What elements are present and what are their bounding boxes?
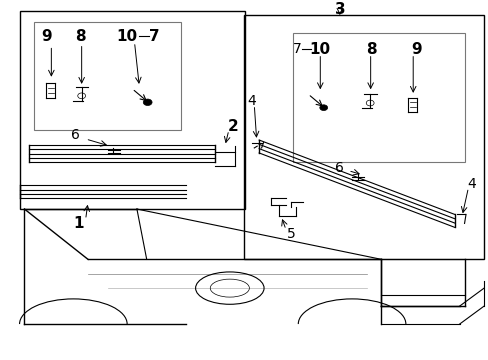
Text: 8: 8 <box>366 42 376 57</box>
Text: 9: 9 <box>41 29 52 44</box>
Text: 6: 6 <box>71 129 80 142</box>
Text: 10: 10 <box>309 42 330 57</box>
Text: 10: 10 <box>116 29 138 44</box>
Text: 4: 4 <box>246 94 255 108</box>
Bar <box>20 12 244 209</box>
Text: 8: 8 <box>75 29 86 44</box>
Text: 6: 6 <box>335 161 344 175</box>
Text: 3: 3 <box>334 2 345 17</box>
Text: 7: 7 <box>292 42 301 56</box>
Bar <box>34 22 181 130</box>
Text: 4: 4 <box>467 177 475 191</box>
Text: 7: 7 <box>148 29 159 44</box>
Text: 5: 5 <box>286 227 295 241</box>
Circle shape <box>143 99 152 105</box>
Text: 2: 2 <box>227 119 238 134</box>
Bar <box>293 33 464 162</box>
Text: 1: 1 <box>73 216 83 231</box>
Circle shape <box>319 105 327 111</box>
Text: 9: 9 <box>410 42 421 57</box>
Bar <box>244 15 483 259</box>
